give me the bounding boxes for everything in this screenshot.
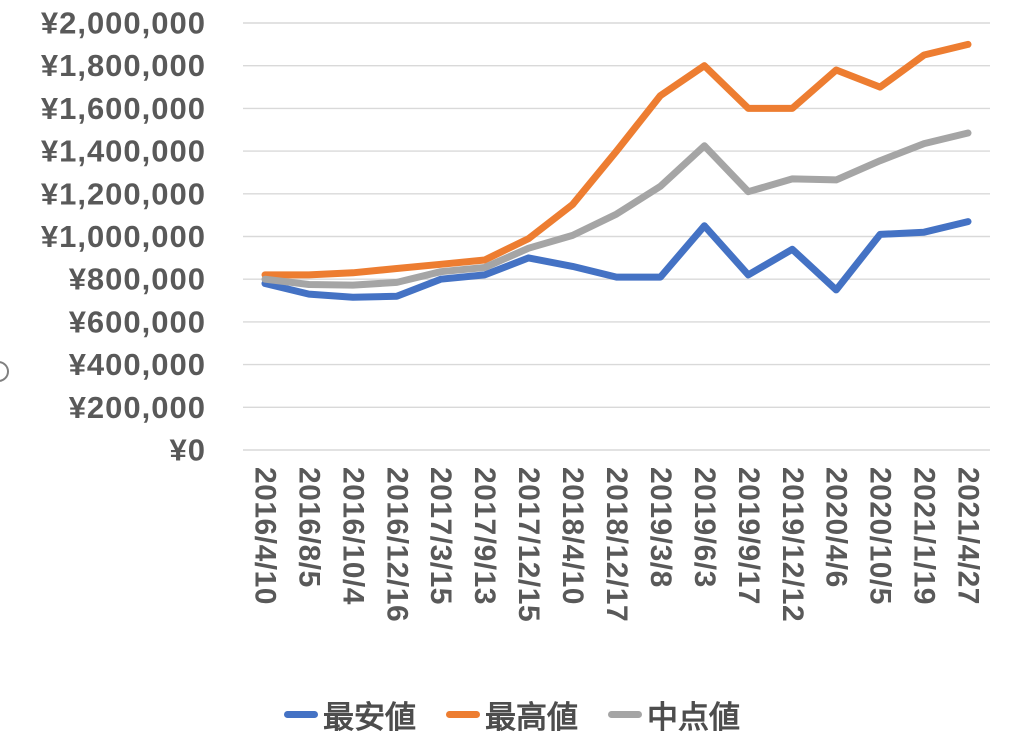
- y-axis-tick-label: ¥1,200,000: [41, 176, 206, 211]
- y-axis-tick-label: ¥1,000,000: [41, 219, 206, 254]
- x-axis-tick-label: 2017/9/13: [468, 467, 501, 605]
- y-axis-tick-label: ¥0: [170, 433, 206, 468]
- legend-marker-max-price: [446, 711, 480, 718]
- x-axis-tick-label: 2017/12/15: [512, 467, 545, 622]
- x-axis-tick-label: 2016/12/16: [380, 467, 413, 622]
- x-axis-tick-label: 2018/4/10: [556, 467, 589, 605]
- y-axis-tick-label: ¥2,000,000: [41, 6, 206, 41]
- x-axis-tick-label: 2020/10/5: [864, 467, 897, 605]
- x-axis-tick-label: 2021/1/19: [908, 467, 941, 605]
- x-axis-tick-label: 2016/8/5: [292, 467, 325, 588]
- x-axis-tick-label: 2016/10/4: [336, 467, 369, 605]
- legend-item-min-price: 最安値: [284, 692, 416, 737]
- x-axis-tick-label: 2019/6/3: [688, 467, 721, 588]
- legend-label-max-price: 最高値: [485, 700, 578, 735]
- legend-marker-min-price: [284, 711, 318, 718]
- y-axis-tick-label: ¥800,000: [69, 262, 206, 297]
- y-axis-tick-label: ¥1,800,000: [41, 48, 206, 83]
- x-axis-tick-label: 2018/12/17: [600, 467, 633, 622]
- legend-marker-mid-price: [608, 711, 642, 718]
- legend-label-mid-price: 中点値: [647, 700, 740, 735]
- chart-legend: 最安値 最高値 中点値: [0, 692, 1024, 737]
- series-line-mid-price: [261, 129, 972, 289]
- y-axis-tick-label: ¥200,000: [69, 390, 206, 425]
- legend-label-min-price: 最安値: [323, 700, 416, 735]
- series-line-min-price: [261, 218, 972, 301]
- y-axis-tick-label: ¥600,000: [69, 304, 206, 339]
- x-axis-tick-label: 2019/12/12: [776, 467, 809, 622]
- y-axis-tick-label: ¥1,600,000: [41, 91, 206, 126]
- x-axis-tick-label: 2019/3/8: [644, 467, 677, 588]
- x-axis-tick-label: 2017/3/15: [424, 467, 457, 605]
- x-axis-tick-label: 2016/4/10: [248, 467, 281, 605]
- y-axis-tick-label: ¥400,000: [69, 347, 206, 382]
- legend-item-mid-price: 中点値: [608, 692, 740, 737]
- series-line-max-price: [261, 40, 972, 279]
- y-axis-tick-label: ¥1,400,000: [41, 134, 206, 169]
- x-axis-tick-label: 2019/9/17: [732, 467, 765, 605]
- x-axis-tick-label: 2020/4/6: [820, 467, 853, 588]
- legend-item-max-price: 最高値: [446, 692, 578, 737]
- x-axis-tick-label: 2021/4/27: [952, 467, 985, 605]
